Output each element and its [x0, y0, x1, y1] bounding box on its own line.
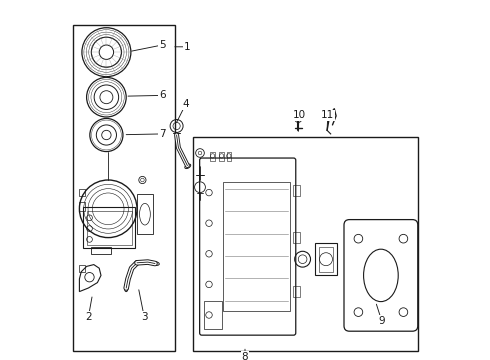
Text: 7: 7	[159, 129, 166, 139]
Bar	[315, 243, 337, 275]
Bar	[79, 189, 85, 196]
Bar	[204, 301, 221, 329]
Bar	[293, 232, 300, 243]
Ellipse shape	[185, 164, 191, 168]
Ellipse shape	[124, 284, 128, 292]
Text: 11: 11	[321, 110, 335, 120]
Text: 9: 9	[378, 316, 385, 326]
Bar	[210, 152, 215, 161]
Bar	[227, 152, 231, 161]
Bar	[223, 182, 290, 311]
Bar	[91, 247, 111, 254]
Text: 1: 1	[184, 42, 191, 52]
Text: 8: 8	[242, 352, 248, 360]
Bar	[79, 265, 85, 272]
Bar	[220, 152, 224, 161]
Bar	[319, 247, 333, 272]
Bar	[293, 185, 300, 196]
Bar	[293, 286, 300, 297]
Text: 6: 6	[159, 90, 166, 100]
Bar	[87, 211, 132, 245]
Text: 5: 5	[159, 40, 166, 50]
Bar	[137, 194, 153, 234]
Text: 4: 4	[182, 99, 189, 109]
Text: 3: 3	[141, 312, 147, 322]
Bar	[193, 137, 418, 351]
Bar	[83, 207, 135, 248]
Text: 10: 10	[293, 110, 306, 120]
Bar	[73, 25, 175, 351]
Bar	[79, 202, 85, 211]
Ellipse shape	[152, 262, 159, 265]
Text: 2: 2	[85, 312, 92, 322]
